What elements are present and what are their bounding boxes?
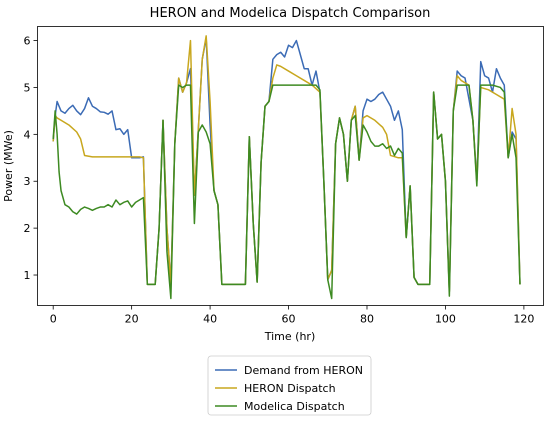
x-tick-label: 20 bbox=[125, 313, 139, 326]
x-tick-label: 80 bbox=[360, 313, 374, 326]
plot-area bbox=[52, 35, 521, 300]
legend-entry: HERON Dispatch bbox=[244, 382, 336, 395]
y-axis: 1 2 3 4 5 6 bbox=[24, 35, 38, 282]
y-axis-label-main: Power (MWe) bbox=[2, 130, 15, 202]
x-axis: 0 20 40 60 80 100 120 bbox=[50, 305, 534, 326]
legend-box bbox=[207, 355, 372, 416]
y-axis-label: Power (MWe) bbox=[2, 130, 15, 202]
y-tick-label: 2 bbox=[24, 222, 31, 235]
y-tick-label: 5 bbox=[24, 81, 31, 94]
chart-title: HERON and Modelica Dispatch Comparison bbox=[150, 6, 431, 21]
x-tick-label: 40 bbox=[203, 313, 217, 326]
legend: Demand from HERON HERON Dispatch Modelica … bbox=[207, 355, 372, 416]
x-tick-label: 0 bbox=[50, 313, 57, 326]
legend-entry: Demand from HERON bbox=[244, 364, 363, 377]
x-axis-label: Time (hr) bbox=[264, 330, 316, 343]
x-tick-label: 120 bbox=[513, 313, 534, 326]
y-tick-label: 1 bbox=[24, 269, 31, 282]
y-tick-label: 3 bbox=[24, 175, 31, 188]
legend-entry: Modelica Dispatch bbox=[244, 400, 345, 413]
y-tick-label: 4 bbox=[24, 128, 31, 141]
plot-frame bbox=[37, 26, 544, 306]
x-tick-label: 100 bbox=[435, 313, 456, 326]
y-tick-label: 6 bbox=[24, 35, 31, 48]
x-tick-label: 60 bbox=[282, 313, 296, 326]
series-line bbox=[52, 84, 521, 300]
